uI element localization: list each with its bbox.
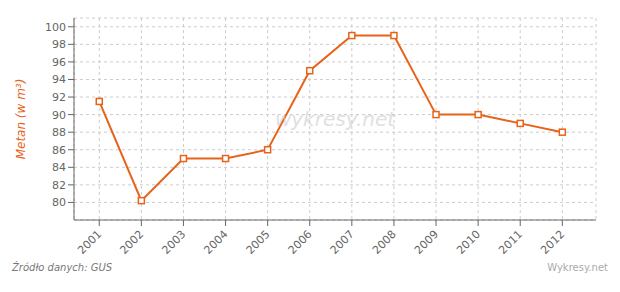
svg-text:2002: 2002 <box>117 228 146 257</box>
svg-text:88: 88 <box>52 126 66 139</box>
html-text:Wykresy.net: Wykresy.net <box>547 262 608 273</box>
html-text:wykresy.net: wykresy.net <box>274 107 396 131</box>
svg-text:100: 100 <box>45 21 66 34</box>
svg-text:2012: 2012 <box>538 228 567 257</box>
svg-text:2007: 2007 <box>328 228 357 257</box>
svg-text:94: 94 <box>52 73 66 86</box>
svg-text:2010: 2010 <box>454 228 483 257</box>
svg-text:2005: 2005 <box>244 228 273 257</box>
svg-text:2008: 2008 <box>370 228 399 257</box>
svg-text:98: 98 <box>52 38 66 51</box>
svg-text:2004: 2004 <box>202 228 231 257</box>
svg-text:2003: 2003 <box>159 228 188 257</box>
svg-text:92: 92 <box>52 91 66 104</box>
svg-text:2011: 2011 <box>496 228 525 257</box>
svg-text:2001: 2001 <box>75 228 104 257</box>
svg-text:2006: 2006 <box>286 228 315 257</box>
html-text:Źródło danych: GUS: Źródło danych: GUS <box>12 262 113 273</box>
svg-text:82: 82 <box>52 179 66 192</box>
svg-text:96: 96 <box>52 56 66 69</box>
svg-text:2009: 2009 <box>412 228 441 257</box>
svg-text:Metan (w m³): Metan (w m³) <box>14 79 28 160</box>
svg-text:86: 86 <box>52 144 66 157</box>
svg-text:84: 84 <box>52 161 66 174</box>
svg-text:80: 80 <box>52 196 66 209</box>
svg-text:90: 90 <box>52 109 66 122</box>
